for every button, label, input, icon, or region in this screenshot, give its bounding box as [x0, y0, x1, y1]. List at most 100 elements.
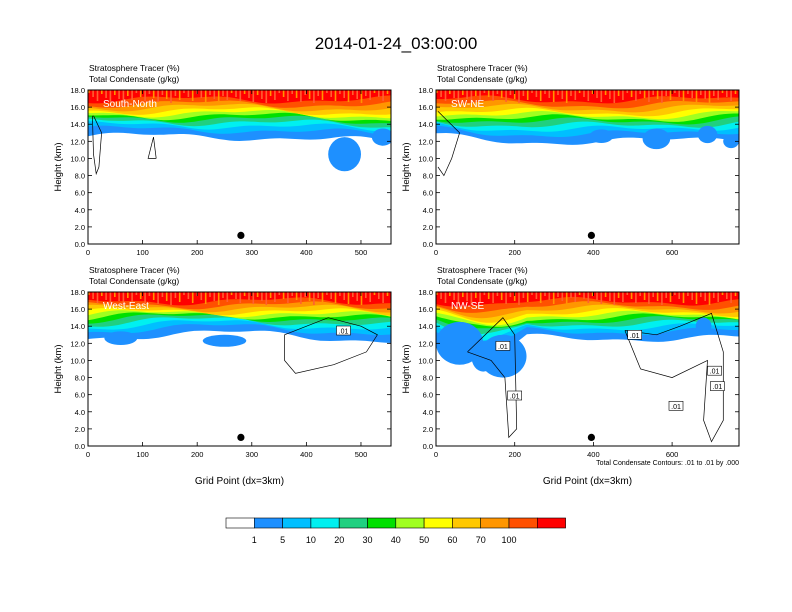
x-axis-label: Grid Point (dx=3km): [195, 476, 284, 487]
colorbar-label: 30: [362, 535, 372, 545]
y-tick-label: 4.0: [423, 206, 433, 215]
y-tick-label: 16.0: [418, 305, 433, 314]
condensate-contour: [92, 115, 102, 176]
condensate-contour: [147, 137, 157, 159]
y-tick-label: 18.0: [418, 86, 433, 95]
y-tick-label: 6.0: [423, 391, 433, 400]
y-tick-label: 2.0: [423, 425, 433, 434]
contour-label: .01: [671, 404, 681, 411]
y-tick-label: 0.0: [75, 442, 85, 451]
y-tick-label: 18.0: [70, 86, 85, 95]
subtitle-tracer: Stratosphere Tracer (%): [437, 265, 528, 275]
y-tick-label: 16.0: [70, 103, 85, 112]
tracer-field: [436, 292, 739, 446]
x-tick-label: 200: [508, 248, 521, 257]
colorbar-label: 60: [447, 535, 457, 545]
x-tick-label: 300: [246, 248, 259, 257]
figure-title: 2014-01-24_03:00:00: [315, 34, 478, 53]
subtitle-tracer: Stratosphere Tracer (%): [437, 63, 528, 73]
condensate-contour: [467, 317, 518, 439]
x-tick-label: 200: [191, 450, 204, 459]
colorbar-swatch: [367, 517, 397, 529]
colorbar-swatch: [395, 517, 425, 529]
colorbar-swatch: [225, 517, 255, 529]
x-tick-label: 0: [434, 248, 438, 257]
y-tick-label: 10.0: [70, 356, 85, 365]
contour-label: .01: [710, 369, 720, 376]
x-tick-label: 600: [666, 248, 679, 257]
y-axis-label: Height (km): [401, 344, 412, 393]
colorbar-swatch: [338, 517, 368, 529]
location-marker: [587, 231, 596, 239]
colorbar: 1 5 10 20 30 40 50 60 70 100: [225, 517, 566, 545]
y-tick-label: 16.0: [70, 305, 85, 314]
colorbar-swatch: [452, 517, 481, 529]
y-tick-label: 14.0: [418, 322, 433, 331]
x-tick-label: 200: [191, 248, 204, 257]
location-marker: [237, 231, 245, 239]
plot-frame: [87, 89, 392, 245]
panel-label: West-East: [103, 301, 149, 312]
x-tick-label: 400: [587, 450, 600, 459]
subtitle-condensate: Total Condensate (g/kg): [89, 276, 179, 286]
panel-label: South-North: [103, 99, 157, 110]
subtitle-condensate: Total Condensate (g/kg): [89, 74, 179, 84]
y-tick-label: 2.0: [75, 223, 85, 232]
x-tick-label: 0: [86, 450, 90, 459]
tracer-field: [88, 90, 391, 244]
y-tick-label: 2.0: [75, 425, 85, 434]
panel-3: .01 West-East Stratosphere Tracer (%)Total…: [53, 265, 392, 487]
subtitle-condensate: Total Condensate (g/kg): [437, 74, 527, 84]
y-tick-label: 8.0: [423, 172, 433, 181]
y-axis-label: Height (km): [401, 142, 412, 191]
x-axis-label: Grid Point (dx=3km): [543, 476, 632, 487]
colorbar-label: 100: [501, 535, 516, 545]
y-tick-label: 14.0: [70, 322, 85, 331]
colorbar-swatch: [423, 517, 453, 529]
colorbar-swatch: [310, 517, 340, 529]
colorbar-swatch: [536, 517, 566, 529]
y-tick-label: 0.0: [423, 240, 433, 249]
condensate-contour: [284, 317, 378, 374]
contour-footnote: Total Condensate Contours: .01 to .01 by…: [596, 460, 739, 467]
colorbar-label: 40: [391, 535, 401, 545]
panel-1: South-North Stratosphere Tracer (%)Total …: [53, 63, 392, 257]
y-tick-label: 0.0: [423, 442, 433, 451]
contour-label: .01: [510, 394, 520, 401]
y-tick-label: 12.0: [70, 339, 85, 348]
tracer-field: [436, 90, 739, 244]
colorbar-label: 5: [280, 535, 285, 545]
colorbar-swatch: [254, 517, 283, 529]
y-tick-label: 12.0: [70, 137, 85, 146]
x-tick-label: 400: [300, 248, 313, 257]
colorbar-swatch: [282, 517, 312, 529]
y-tick-label: 12.0: [418, 339, 433, 348]
panel-label: SW-NE: [451, 99, 484, 110]
y-tick-label: 0.0: [75, 240, 85, 249]
x-tick-label: 600: [666, 450, 679, 459]
y-tick-label: 14.0: [418, 120, 433, 129]
y-tick-label: 2.0: [423, 223, 433, 232]
colorbar-label: 70: [476, 535, 486, 545]
y-tick-label: 6.0: [423, 189, 433, 198]
y-tick-label: 6.0: [75, 391, 85, 400]
x-tick-label: 300: [246, 450, 259, 459]
colorbar-swatch: [480, 517, 510, 529]
x-tick-label: 400: [300, 450, 313, 459]
colorbar-label: 20: [334, 535, 344, 545]
plot-frame: [435, 89, 740, 245]
x-tick-label: 500: [355, 450, 368, 459]
y-tick-label: 18.0: [418, 288, 433, 297]
contour-label: .01: [339, 329, 349, 336]
x-tick-label: 0: [86, 248, 90, 257]
panel-4: .01 .01 .01 .01 .01 .01 NW-SE Stratosphere Trac…: [401, 265, 740, 487]
contour-label: .01: [498, 344, 508, 351]
subtitle-tracer: Stratosphere Tracer (%): [89, 63, 180, 73]
y-tick-label: 8.0: [75, 172, 85, 181]
x-tick-label: 100: [136, 248, 149, 257]
location-marker: [237, 433, 245, 441]
location-marker: [587, 433, 596, 441]
x-tick-label: 400: [587, 248, 600, 257]
x-tick-label: 0: [434, 450, 438, 459]
